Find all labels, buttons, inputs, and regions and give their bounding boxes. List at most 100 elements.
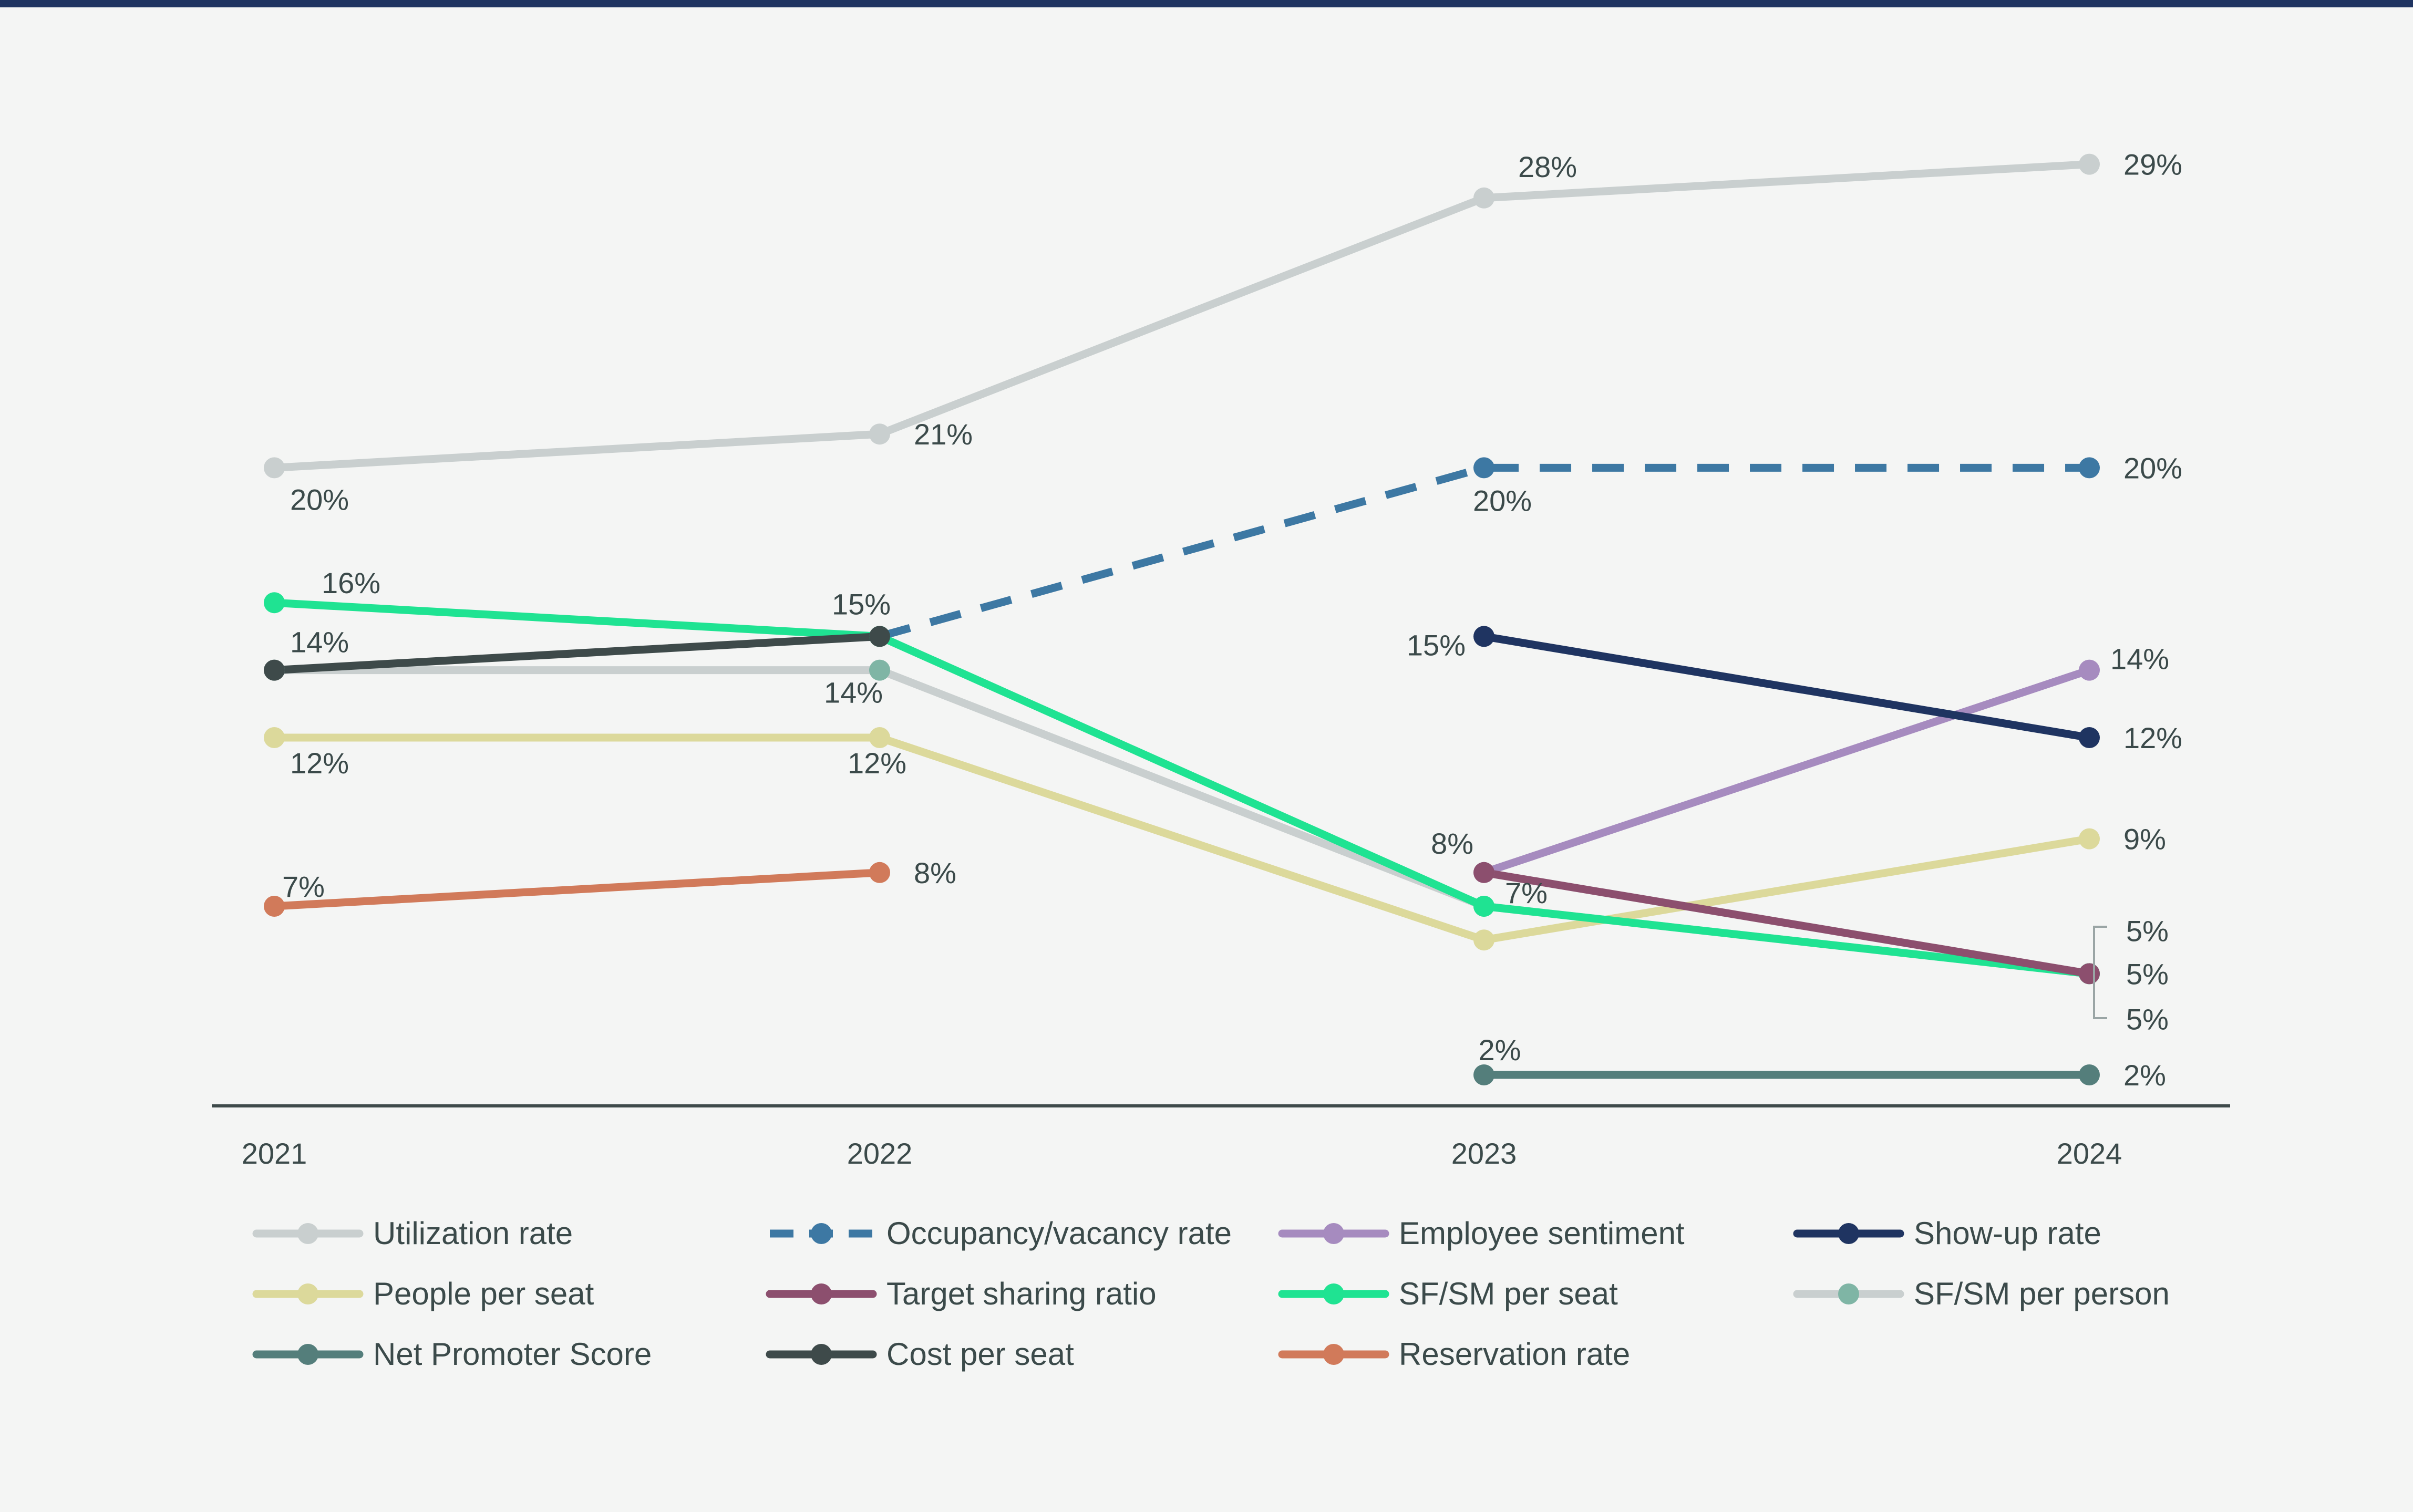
point-net-promoter-score-2024 — [2079, 1064, 2100, 1085]
point-utilization-rate-2021 — [264, 457, 285, 479]
legend-swatch-dot — [1838, 1223, 1859, 1244]
point-utilization-rate-2023 — [1473, 187, 1494, 209]
data-label-sf-sm-per-person-2023: 7% — [1505, 876, 1548, 909]
legend: Utilization rate Occupancy/vacancy rate Em… — [252, 1216, 2170, 1372]
x-tick-label-2023: 2023 — [1451, 1137, 1517, 1170]
point-target-sharing-ratio-2024 — [2079, 963, 2100, 985]
legend-swatch-dot — [1323, 1283, 1344, 1304]
legend-item-show-up-rate: Show-up rate — [1793, 1216, 2101, 1251]
data-label-reservation-rate-2021: 7% — [282, 870, 325, 903]
data-label-people-per-seat-2021: 12% — [290, 747, 349, 780]
data-label-sf-sm-per-seat-2024: 5% — [2126, 957, 2169, 990]
point-reservation-rate-2021 — [264, 896, 285, 917]
legend-label: Cost per seat — [886, 1337, 1074, 1372]
label-bracket — [2093, 926, 2107, 1019]
series-line-target-sharing-ratio — [1480, 868, 2094, 978]
point-sf-sm-per-seat-2023 — [1473, 896, 1494, 917]
data-label-net-promoter-score-2024: 2% — [2123, 1059, 2166, 1092]
x-tick-label-2022: 2022 — [847, 1137, 913, 1170]
series-line-sf-sm-per-seat — [270, 598, 2094, 978]
data-label-occupancy-vacancy-rate-2024: 20% — [2123, 451, 2182, 484]
x-tick-label-2024: 2024 — [2057, 1137, 2122, 1170]
x-axis: 2021 2022 2023 2024 — [212, 1104, 2230, 1170]
legend-item-sf-sm-per-person: SF/SM per person — [1793, 1276, 2170, 1311]
data-labels: 20% 21% 28% 29% 14% 7% 5% 12% 12% 9% 16% 5% 20% 20% 14… — [282, 148, 2182, 1092]
data-label-cost-per-seat-2022: 15% — [832, 587, 891, 620]
point-net-promoter-score-2023 — [1473, 1064, 1494, 1085]
point-target-sharing-ratio-2023 — [1473, 862, 1494, 883]
point-people-per-seat-2024 — [2079, 828, 2100, 850]
data-label-sf-sm-per-person-2022: 14% — [824, 676, 883, 709]
point-utilization-rate-2024 — [2079, 153, 2100, 175]
point-people-per-seat-2022 — [869, 727, 890, 748]
point-people-per-seat-2021 — [264, 727, 285, 748]
legend-label: SF/SM per person — [1914, 1276, 2170, 1311]
point-reservation-rate-2022 — [869, 862, 890, 883]
series-line-employee-sentiment — [1480, 666, 2094, 877]
legend-label: Utilization rate — [373, 1216, 573, 1251]
point-occupancy-vacancy-rate-2024 — [2079, 457, 2100, 479]
series-lines — [270, 160, 2094, 1079]
data-label-utilization-rate-2022: 21% — [914, 418, 973, 451]
legend-item-people-per-seat: People per seat — [252, 1276, 594, 1311]
legend-item-reservation-rate: Reservation rate — [1278, 1337, 1630, 1372]
data-label-employee-sentiment-2024: 14% — [2110, 643, 2169, 676]
legend-item-cost-per-seat: Cost per seat — [766, 1337, 1074, 1372]
legend-item-employee-sentiment: Employee sentiment — [1278, 1216, 1685, 1251]
legend-label: Employee sentiment — [1399, 1216, 1685, 1251]
data-label-show-up-rate-2023: 15% — [1407, 628, 1466, 661]
point-employee-sentiment-2024 — [2079, 659, 2100, 681]
series-line-reservation-rate — [270, 868, 884, 910]
legend-swatch-dot — [1323, 1344, 1344, 1365]
data-label-utilization-rate-2021: 20% — [290, 483, 349, 516]
data-label-sf-sm-per-person-2024: 5% — [2126, 1002, 2169, 1035]
series-points — [264, 153, 2100, 1085]
legend-label: Reservation rate — [1399, 1337, 1630, 1372]
data-label-reservation-rate-2022: 8% — [914, 856, 956, 889]
legend-swatch-dot — [1838, 1283, 1859, 1304]
legend-label: Target sharing ratio — [886, 1276, 1157, 1311]
data-label-show-up-rate-2024: 12% — [2123, 721, 2182, 754]
legend-label: SF/SM per seat — [1399, 1276, 1618, 1311]
legend-item-sf-sm-per-seat: SF/SM per seat — [1278, 1276, 1618, 1311]
point-cost-per-seat-2022 — [869, 626, 890, 647]
legend-label: Net Promoter Score — [373, 1337, 652, 1372]
data-label-people-per-seat-2024: 9% — [2123, 823, 2166, 856]
data-label-utilization-rate-2023: 28% — [1518, 150, 1577, 183]
legend-swatch-dot — [297, 1283, 318, 1304]
data-label-utilization-rate-2024: 29% — [2123, 148, 2182, 181]
data-label-target-sharing-ratio-2024: 5% — [2126, 914, 2169, 947]
x-tick-label-2021: 2021 — [242, 1137, 307, 1170]
legend-item-target-sharing-ratio: Target sharing ratio — [766, 1276, 1157, 1311]
data-label-target-sharing-ratio-2023: 8% — [1431, 827, 1473, 860]
point-sf-sm-per-seat-2021 — [264, 592, 285, 614]
series-line-utilization-rate — [270, 160, 2094, 472]
series-line-cost-per-seat — [270, 632, 884, 675]
point-show-up-rate-2024 — [2079, 727, 2100, 748]
data-label-occupancy-vacancy-rate-2023: 20% — [1473, 484, 1532, 517]
point-show-up-rate-2023 — [1473, 626, 1494, 647]
legend-item-utilization-rate: Utilization rate — [252, 1216, 573, 1251]
legend-swatch-dot — [811, 1344, 832, 1365]
data-label-net-promoter-score-2023: 2% — [1479, 1033, 1521, 1066]
legend-label: Show-up rate — [1914, 1216, 2101, 1251]
series-line-people-per-seat — [270, 733, 2094, 944]
top-rule — [0, 0, 2413, 7]
data-label-people-per-seat-2022: 12% — [848, 747, 906, 780]
point-occupancy-vacancy-rate-2023 — [1473, 457, 1494, 479]
legend-item-net-promoter-score: Net Promoter Score — [252, 1337, 652, 1372]
data-label-cost-per-seat-2021: 14% — [290, 626, 349, 659]
legend-swatch-dot — [1323, 1223, 1344, 1244]
point-cost-per-seat-2021 — [264, 659, 285, 681]
point-sf-sm-per-person-2022 — [869, 659, 890, 681]
legend-label: People per seat — [373, 1276, 594, 1311]
legend-swatch-dot — [297, 1344, 318, 1365]
series-line-show-up-rate — [1480, 632, 2094, 742]
point-people-per-seat-2023 — [1473, 929, 1494, 951]
data-label-sf-sm-per-seat-2021: 16% — [322, 566, 380, 599]
legend-swatch-dot — [811, 1223, 832, 1244]
legend-swatch-dot — [297, 1223, 318, 1244]
legend-label: Occupancy/vacancy rate — [886, 1216, 1232, 1251]
